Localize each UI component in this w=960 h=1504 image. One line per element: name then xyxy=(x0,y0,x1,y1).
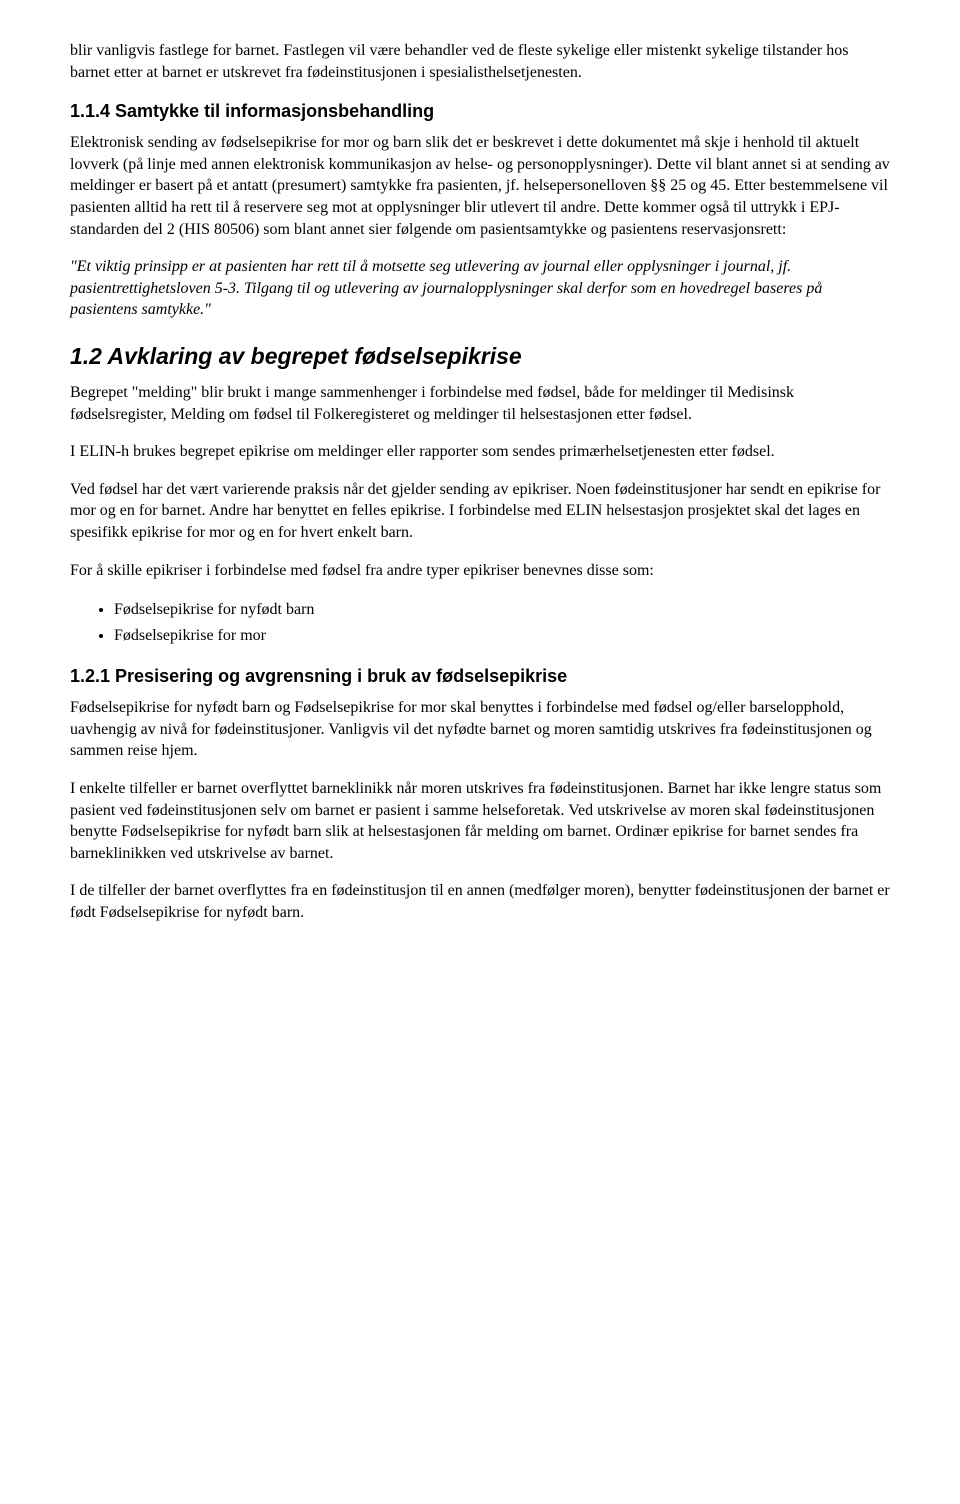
paragraph-praksis: Ved fødsel har det vært varierende praks… xyxy=(70,479,890,544)
paragraph-overflyttes: I de tilfeller der barnet overflyttes fr… xyxy=(70,880,890,923)
document-page: blir vanligvis fastlege for barnet. Fast… xyxy=(0,0,960,990)
paragraph-overflyttet: I enkelte tilfeller er barnet overflytte… xyxy=(70,778,890,864)
paragraph-skille: For å skille epikriser i forbindelse med… xyxy=(70,560,890,582)
paragraph-consent: Elektronisk sending av fødselsepikrise f… xyxy=(70,132,890,240)
list-item: Fødselsepikrise for mor xyxy=(114,623,890,649)
bullet-list: Fødselsepikrise for nyfødt barn Fødselse… xyxy=(70,597,890,648)
paragraph-presisering: Fødselsepikrise for nyfødt barn og Fødse… xyxy=(70,697,890,762)
heading-1-1-4: 1.1.4 Samtykke til informasjonsbehandlin… xyxy=(70,101,890,122)
heading-1-2: 1.2 Avklaring av begrepet fødselsepikris… xyxy=(70,343,890,370)
paragraph-intro: blir vanligvis fastlege for barnet. Fast… xyxy=(70,40,890,83)
paragraph-quote: "Et viktig prinsipp er at pasienten har … xyxy=(70,256,890,321)
paragraph-melding: Begrepet "melding" blir brukt i mange sa… xyxy=(70,382,890,425)
paragraph-elinh: I ELIN-h brukes begrepet epikrise om mel… xyxy=(70,441,890,463)
list-item: Fødselsepikrise for nyfødt barn xyxy=(114,597,890,623)
heading-1-2-1: 1.2.1 Presisering og avgrensning i bruk … xyxy=(70,666,890,687)
